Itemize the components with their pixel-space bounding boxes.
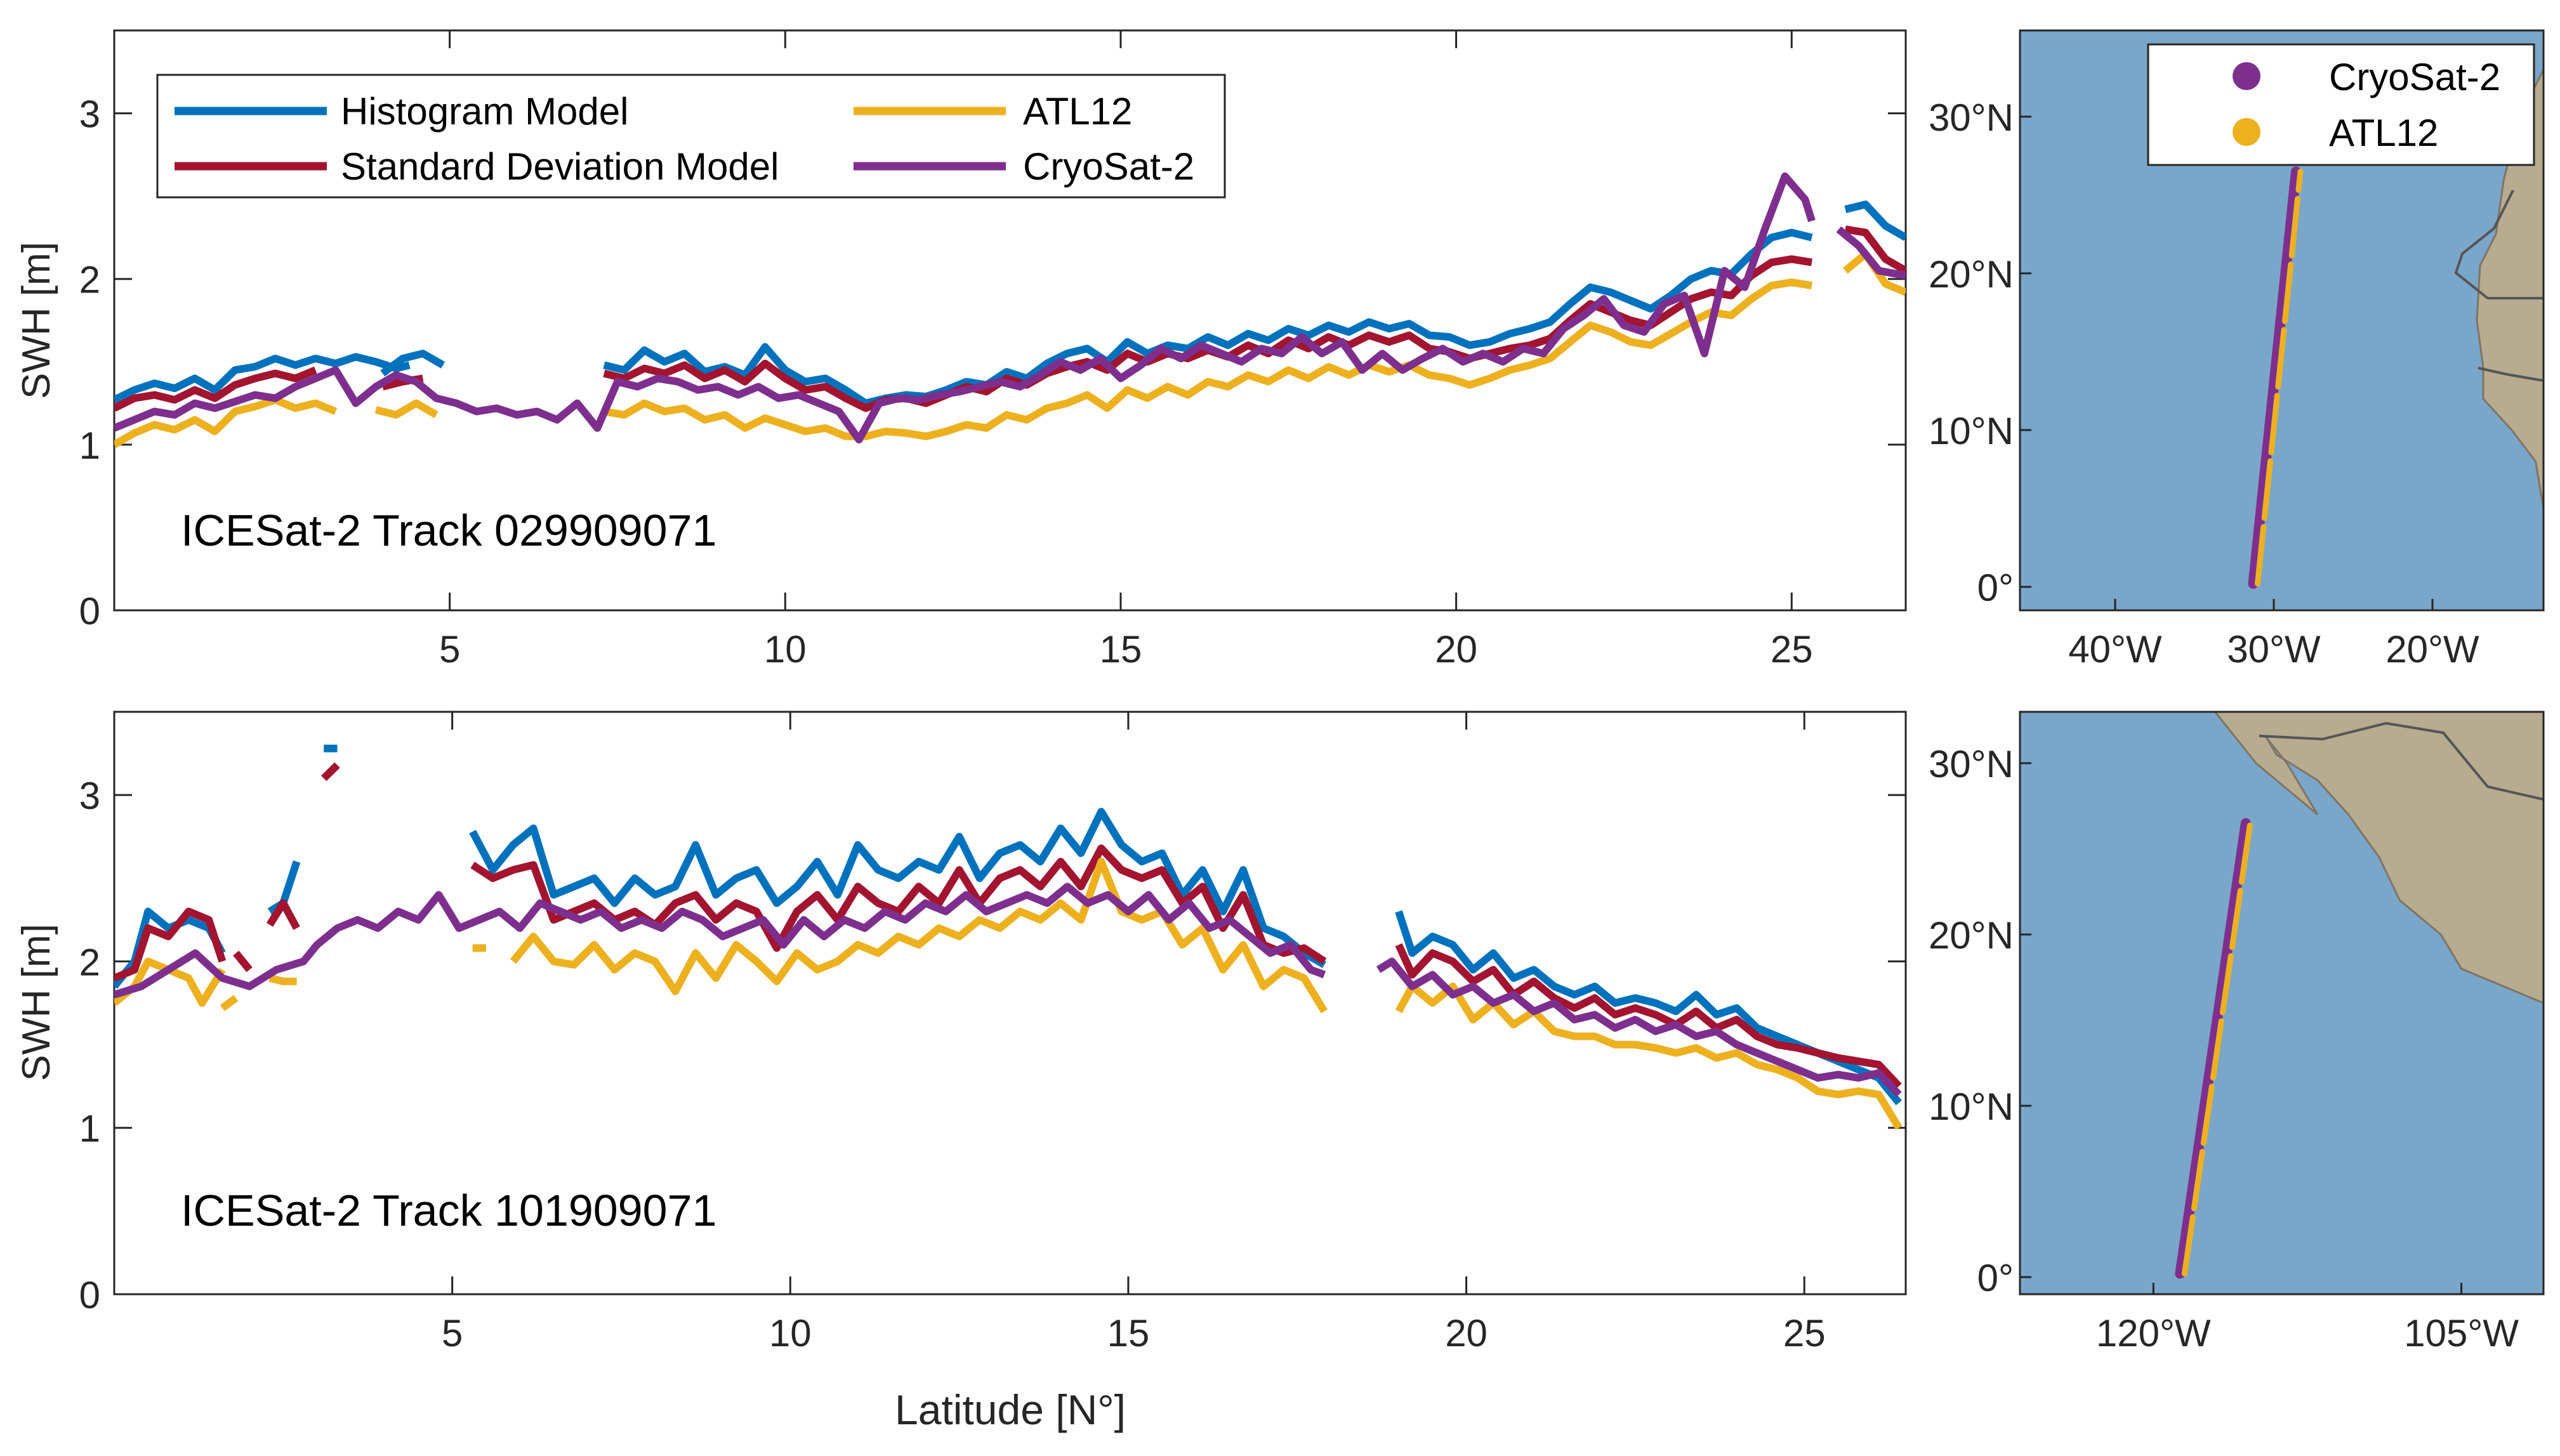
top-legend: Histogram Model Standard Deviation Model… — [156, 74, 1226, 199]
bottom-map-lat-labels: 0° 10°N 20°N 30°N — [1929, 743, 2031, 1299]
top-series-group — [114, 172, 1906, 449]
bottom-y-axis-label: SWH [m] — [15, 924, 58, 1081]
series-line-histogram — [469, 808, 1326, 968]
x-tick-label: 5 — [439, 628, 460, 671]
y-tick-label: 3 — [79, 775, 100, 817]
y-tick-label: 2 — [79, 941, 100, 983]
top-map-border — [2478, 367, 2544, 382]
legend-label-stddev: Standard Deviation Model — [341, 145, 779, 188]
series-line-histogram — [114, 353, 411, 403]
x-tick-label: 20 — [1435, 628, 1477, 671]
legend-label-atl12: ATL12 — [1023, 90, 1132, 133]
bottom-map-frame — [2019, 711, 2545, 1295]
legend-label-histogram: Histogram Model — [341, 90, 629, 133]
bottom-track-annotation: ICESat-2 Track 101909071 — [181, 1186, 716, 1235]
x-tick-label: 25 — [1771, 628, 1813, 671]
map-legend-marker-cryosat — [2233, 62, 2260, 90]
x-tick-label: 10 — [764, 628, 807, 671]
map-track-cryosat — [2175, 818, 2251, 1279]
series-line-atl12 — [114, 396, 338, 449]
map-track-atl12 — [2255, 168, 2304, 587]
bottom-map-lon-labels: 120°W 105°W — [2096, 1283, 2519, 1354]
top-x-ticks: 5 10 15 20 25 — [439, 30, 1813, 671]
bottom-map-border — [2259, 721, 2544, 801]
map-lon-label: 30°W — [2227, 628, 2321, 671]
y-tick-label: 1 — [79, 424, 100, 467]
map-lon-label: 20°W — [2385, 628, 2479, 671]
map-lat-label: 0° — [1977, 1257, 2014, 1299]
series-line-histogram — [380, 350, 445, 377]
series-line-histogram — [603, 228, 1813, 407]
series-line-stddev — [266, 899, 300, 930]
top-legend-box — [156, 74, 1226, 199]
series-line-histogram — [1844, 200, 1906, 241]
x-tick-label: 5 — [442, 1312, 463, 1354]
series-line-atl12 — [374, 399, 439, 419]
top-map-border — [2454, 190, 2544, 299]
series-line-cryosat — [114, 882, 1326, 999]
series-line-atl12 — [1395, 982, 1903, 1130]
series-line-stddev — [114, 366, 317, 412]
map-legend-label-atl12: ATL12 — [2329, 112, 2438, 154]
top-track-annotation: ICESat-2 Track 029909071 — [181, 506, 716, 555]
series-line-atl12 — [220, 995, 239, 1011]
x-tick-label: 10 — [769, 1312, 812, 1354]
y-tick-label: 0 — [79, 590, 100, 633]
bottom-series-group — [114, 744, 1903, 1130]
bottom-y-ticks: 0 1 2 3 — [79, 775, 1906, 1316]
top-map-legend: CryoSat-2 ATL12 — [2147, 43, 2535, 166]
top-map-lat-labels: 0° 10°N 20°N 30°N — [1929, 96, 2031, 609]
map-legend-marker-atl12 — [2233, 118, 2260, 146]
map-lon-label: 40°W — [2068, 628, 2162, 671]
bottom-map-track — [2175, 818, 2253, 1279]
series-line-stddev — [1395, 943, 1902, 1089]
top-y-ticks: 0 1 2 3 — [79, 93, 1906, 633]
series-line-atl12 — [510, 858, 1328, 1014]
map-lon-label: 120°W — [2096, 1312, 2211, 1354]
bottom-map-land — [2214, 712, 2544, 1294]
map-lat-label: 20°N — [1929, 253, 2014, 296]
series-line-stddev — [233, 950, 253, 973]
top-map-frame — [2019, 29, 2545, 612]
series-line-atl12 — [268, 974, 297, 985]
bottom-chart-axes-frame — [113, 711, 1907, 1295]
map-track-atl12 — [2181, 820, 2253, 1277]
top-map: 0° 10°N 20°N 30°N 40°W 30°W 20°W CryoSat-2 AT… — [1929, 29, 2545, 671]
map-lat-label: 30°N — [1929, 743, 2014, 785]
y-tick-label: 0 — [79, 1274, 100, 1316]
top-map-lon-labels: 40°W 30°W 20°W — [2068, 599, 2479, 671]
map-legend-label-cryosat: CryoSat-2 — [2329, 56, 2500, 98]
y-tick-label: 3 — [79, 93, 100, 136]
map-lat-label: 10°N — [1929, 410, 2014, 452]
series-line-cryosat — [114, 172, 1816, 443]
y-tick-label: 2 — [79, 259, 100, 301]
map-lat-label: 20°N — [1929, 914, 2014, 957]
map-legend-box — [2147, 43, 2535, 166]
series-line-cryosat — [1836, 226, 1906, 280]
series-line-stddev — [320, 762, 340, 782]
bottom-map: 0° 10°N 20°N 30°N 120°W 105°W — [1929, 711, 2545, 1354]
top-y-axis-label: SWH [m] — [15, 242, 58, 399]
top-map-track — [2248, 166, 2304, 589]
series-line-stddev — [1844, 225, 1906, 274]
x-tick-label: 15 — [1107, 1312, 1150, 1354]
x-tick-label: 20 — [1445, 1312, 1488, 1354]
bottom-x-ticks: 5 10 15 20 25 — [442, 712, 1826, 1354]
series-line-atl12 — [603, 278, 1812, 440]
map-lat-label: 10°N — [1929, 1085, 2014, 1128]
y-tick-label: 1 — [79, 1108, 100, 1150]
map-lat-label: 30°N — [1929, 96, 2014, 139]
top-chart: 0 1 2 3 5 10 15 20 25 SWH [m] ICESat-2 Track 02… — [15, 29, 1907, 671]
bottom-x-axis-label: Latitude [N°] — [895, 1386, 1126, 1433]
x-tick-label: 15 — [1100, 628, 1142, 671]
series-line-stddev — [114, 907, 227, 982]
series-line-cryosat — [1376, 957, 1902, 1098]
legend-label-cryosat: CryoSat-2 — [1023, 145, 1194, 188]
map-lat-label: 0° — [1977, 567, 2014, 609]
x-tick-label: 25 — [1783, 1312, 1826, 1354]
map-lon-label: 105°W — [2404, 1312, 2519, 1354]
map-track-cryosat — [2248, 166, 2301, 589]
bottom-chart: 0 1 2 3 5 10 15 20 25 SWH [m] Latitude [N°] ICE… — [15, 711, 1907, 1433]
